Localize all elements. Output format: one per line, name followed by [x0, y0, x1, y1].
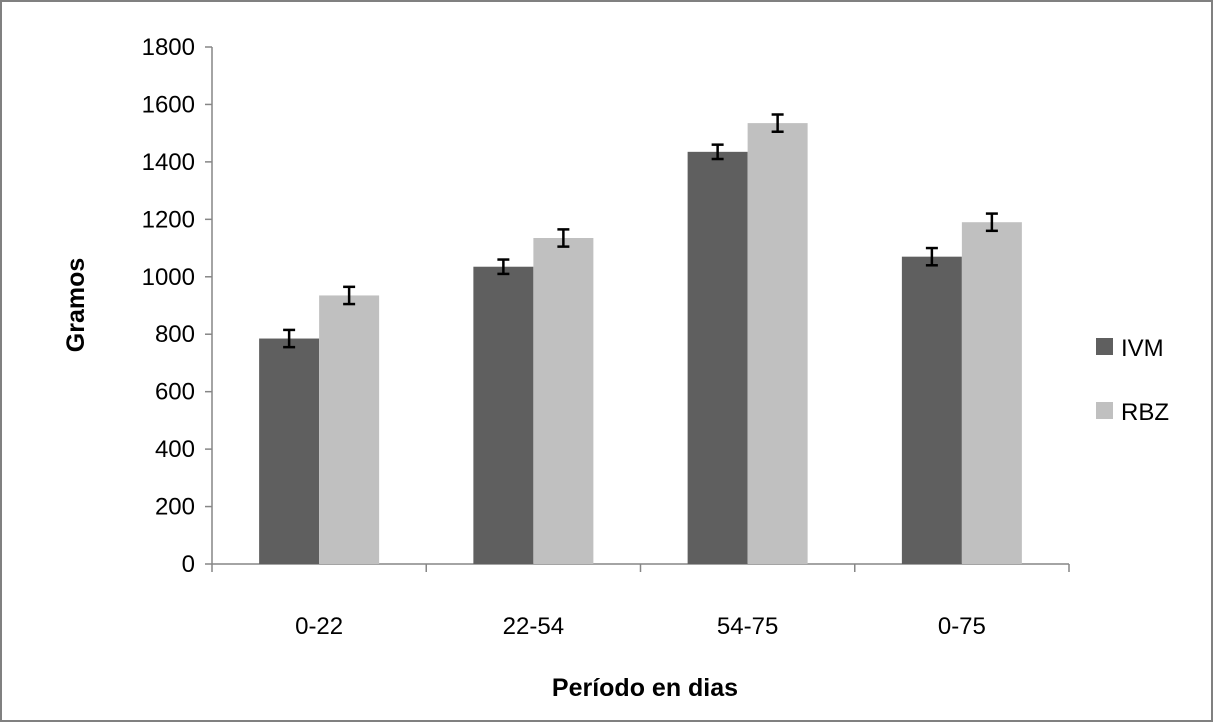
- y-tick-label: 1400: [142, 149, 195, 176]
- y-tick-label: 400: [155, 436, 195, 463]
- legend-label: IVM: [1121, 335, 1164, 362]
- x-tick-label: 22-54: [503, 613, 564, 640]
- bar-rbz: [961, 222, 1022, 564]
- bar-rbz: [747, 123, 808, 564]
- y-axis-title: Gramos: [62, 258, 90, 352]
- error-bars: [283, 113, 998, 349]
- bar-rbz: [319, 295, 380, 564]
- y-axis: 0 200 400 600 800 1000 1200 1400 1600 1800: [142, 34, 213, 578]
- bar-rbz: [533, 238, 594, 564]
- x-axis-title: Período en dias: [552, 674, 738, 702]
- y-tick-label: 1800: [142, 34, 195, 61]
- y-tick-label: 1200: [142, 206, 195, 233]
- y-tick-label: 0: [182, 551, 195, 578]
- x-tick-label: 0-22: [295, 613, 343, 640]
- legend-label: RBZ: [1121, 399, 1169, 426]
- bar-ivm: [901, 256, 962, 564]
- y-tick-label: 800: [155, 321, 195, 348]
- legend: IVM RBZ: [1096, 335, 1169, 426]
- legend-swatch: [1096, 402, 1113, 419]
- x-tick-label: 54-75: [717, 613, 778, 640]
- y-tick-label: 1600: [142, 91, 195, 118]
- legend-swatch: [1096, 338, 1113, 355]
- y-tick-label: 600: [155, 379, 195, 406]
- y-tick-label: 200: [155, 494, 195, 521]
- bar-ivm: [473, 266, 534, 564]
- bar-ivm: [687, 151, 748, 564]
- bars: [259, 123, 1022, 564]
- x-tick-label: 0-75: [938, 613, 986, 640]
- y-tick-label: 1000: [142, 264, 195, 291]
- bar-ivm: [259, 338, 320, 564]
